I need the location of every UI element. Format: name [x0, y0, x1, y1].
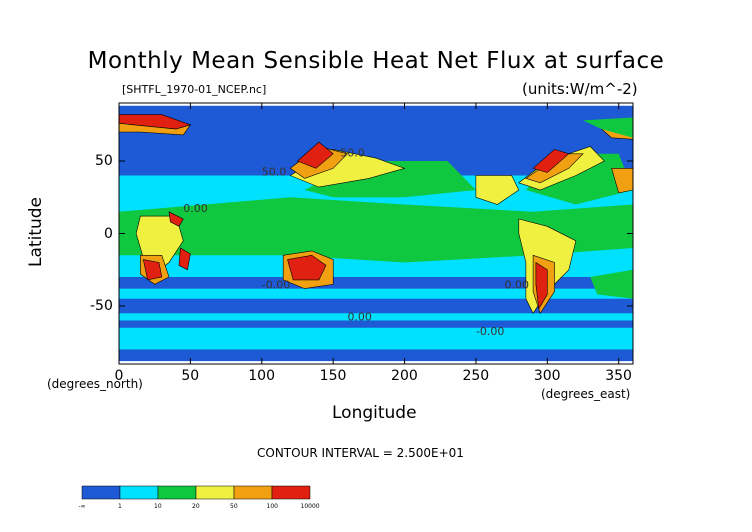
x-tick-label: 150: [319, 368, 347, 384]
region-north-america-yellow: [475, 175, 520, 205]
x-tick-label: 100: [248, 368, 275, 384]
x-tick-label: 250: [462, 368, 490, 384]
region-africa-red: [142, 259, 163, 281]
legend-swatch: [119, 485, 159, 500]
legend-swatch: [157, 485, 197, 500]
x-tick-label: 0: [114, 368, 124, 384]
legend-swatch: [81, 485, 121, 500]
x-axis-unit-note: (degrees_east): [541, 387, 631, 401]
x-tick-label: 50: [181, 368, 200, 384]
chart-title: Monthly Mean Sensible Heat Net Flux at s…: [87, 48, 665, 74]
region-arctic-orange-top-left: [119, 122, 192, 136]
legend-label: 100: [266, 503, 278, 510]
y-tick-label: 50: [95, 153, 113, 169]
y-tick-label: 0: [104, 225, 113, 242]
region-south-atlantic-green: [590, 269, 633, 299]
y-axis-unit-note: (degrees_north): [47, 377, 143, 391]
legend-label: 1: [118, 503, 122, 510]
units-label: (units:W/m^-2): [522, 80, 638, 98]
region-kuroshio-red: [296, 141, 334, 169]
x-tick-label: 200: [391, 368, 418, 384]
legend-label: 50: [230, 503, 238, 510]
region-south-america-red: [535, 261, 548, 310]
heatmap-layer: [119, 105, 633, 362]
legend-swatch: [271, 485, 311, 500]
contour-label: 50.0: [262, 166, 287, 179]
legend-label: 10: [154, 503, 162, 510]
region-madagascar-red: [178, 247, 191, 271]
legend-label: 10000: [300, 503, 320, 510]
contour-label: -0.00: [262, 279, 290, 292]
region-australia-red: [287, 254, 327, 281]
legend-label: -∞: [78, 503, 86, 510]
x-axis-title: Longitude: [332, 403, 417, 423]
contour-label: 50.0: [340, 147, 365, 160]
contour-label: -0.00: [476, 325, 504, 338]
x-tick-label: 350: [605, 368, 632, 384]
region-southern-ocean-blue: [119, 298, 633, 314]
contour-label: 0.00: [183, 202, 208, 215]
contour-label: 0.00: [505, 279, 530, 292]
contour-interval-text: CONTOUR INTERVAL = 2.500E+01: [257, 446, 464, 460]
region-tropical-green: [119, 197, 633, 263]
region-arctic-blue: [119, 105, 633, 132]
legend-swatch: [195, 485, 235, 500]
region-arctic-green-atlantic: [583, 117, 633, 138]
y-tick-label: -50: [90, 298, 113, 314]
region-red-sea-red: [168, 211, 184, 227]
region-antarctic-cyan: [119, 327, 633, 350]
contour-label: 0.00: [347, 311, 372, 324]
file-name-label: [SHTFL_1970-01_NCEP.nc]: [122, 83, 267, 96]
legend-swatch: [233, 485, 273, 500]
region-europe-orange: [611, 168, 633, 194]
region-gulfstream-red: [532, 149, 570, 173]
x-tick-label: 300: [533, 368, 561, 384]
legend-label: 20: [192, 503, 200, 510]
